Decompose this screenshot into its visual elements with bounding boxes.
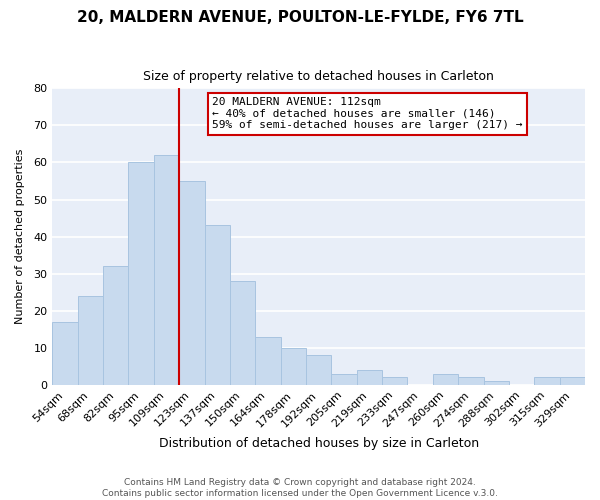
Bar: [77, 296, 103, 385]
Bar: [103, 266, 128, 385]
Bar: [52, 322, 77, 385]
Text: 20 MALDERN AVENUE: 112sqm
← 40% of detached houses are smaller (146)
59% of semi: 20 MALDERN AVENUE: 112sqm ← 40% of detac…: [212, 97, 523, 130]
Bar: [382, 378, 407, 385]
Bar: [205, 226, 230, 385]
Bar: [230, 281, 255, 385]
Bar: [331, 374, 357, 385]
X-axis label: Distribution of detached houses by size in Carleton: Distribution of detached houses by size …: [158, 437, 479, 450]
Bar: [534, 378, 560, 385]
Text: 20, MALDERN AVENUE, POULTON-LE-FYLDE, FY6 7TL: 20, MALDERN AVENUE, POULTON-LE-FYLDE, FY…: [77, 10, 523, 25]
Bar: [255, 336, 281, 385]
Bar: [357, 370, 382, 385]
Bar: [154, 155, 179, 385]
Bar: [281, 348, 306, 385]
Bar: [433, 374, 458, 385]
Bar: [179, 181, 205, 385]
Text: Contains HM Land Registry data © Crown copyright and database right 2024.
Contai: Contains HM Land Registry data © Crown c…: [102, 478, 498, 498]
Bar: [306, 355, 331, 385]
Bar: [484, 381, 509, 385]
Title: Size of property relative to detached houses in Carleton: Size of property relative to detached ho…: [143, 70, 494, 83]
Bar: [128, 162, 154, 385]
Bar: [560, 378, 585, 385]
Y-axis label: Number of detached properties: Number of detached properties: [15, 149, 25, 324]
Bar: [458, 378, 484, 385]
